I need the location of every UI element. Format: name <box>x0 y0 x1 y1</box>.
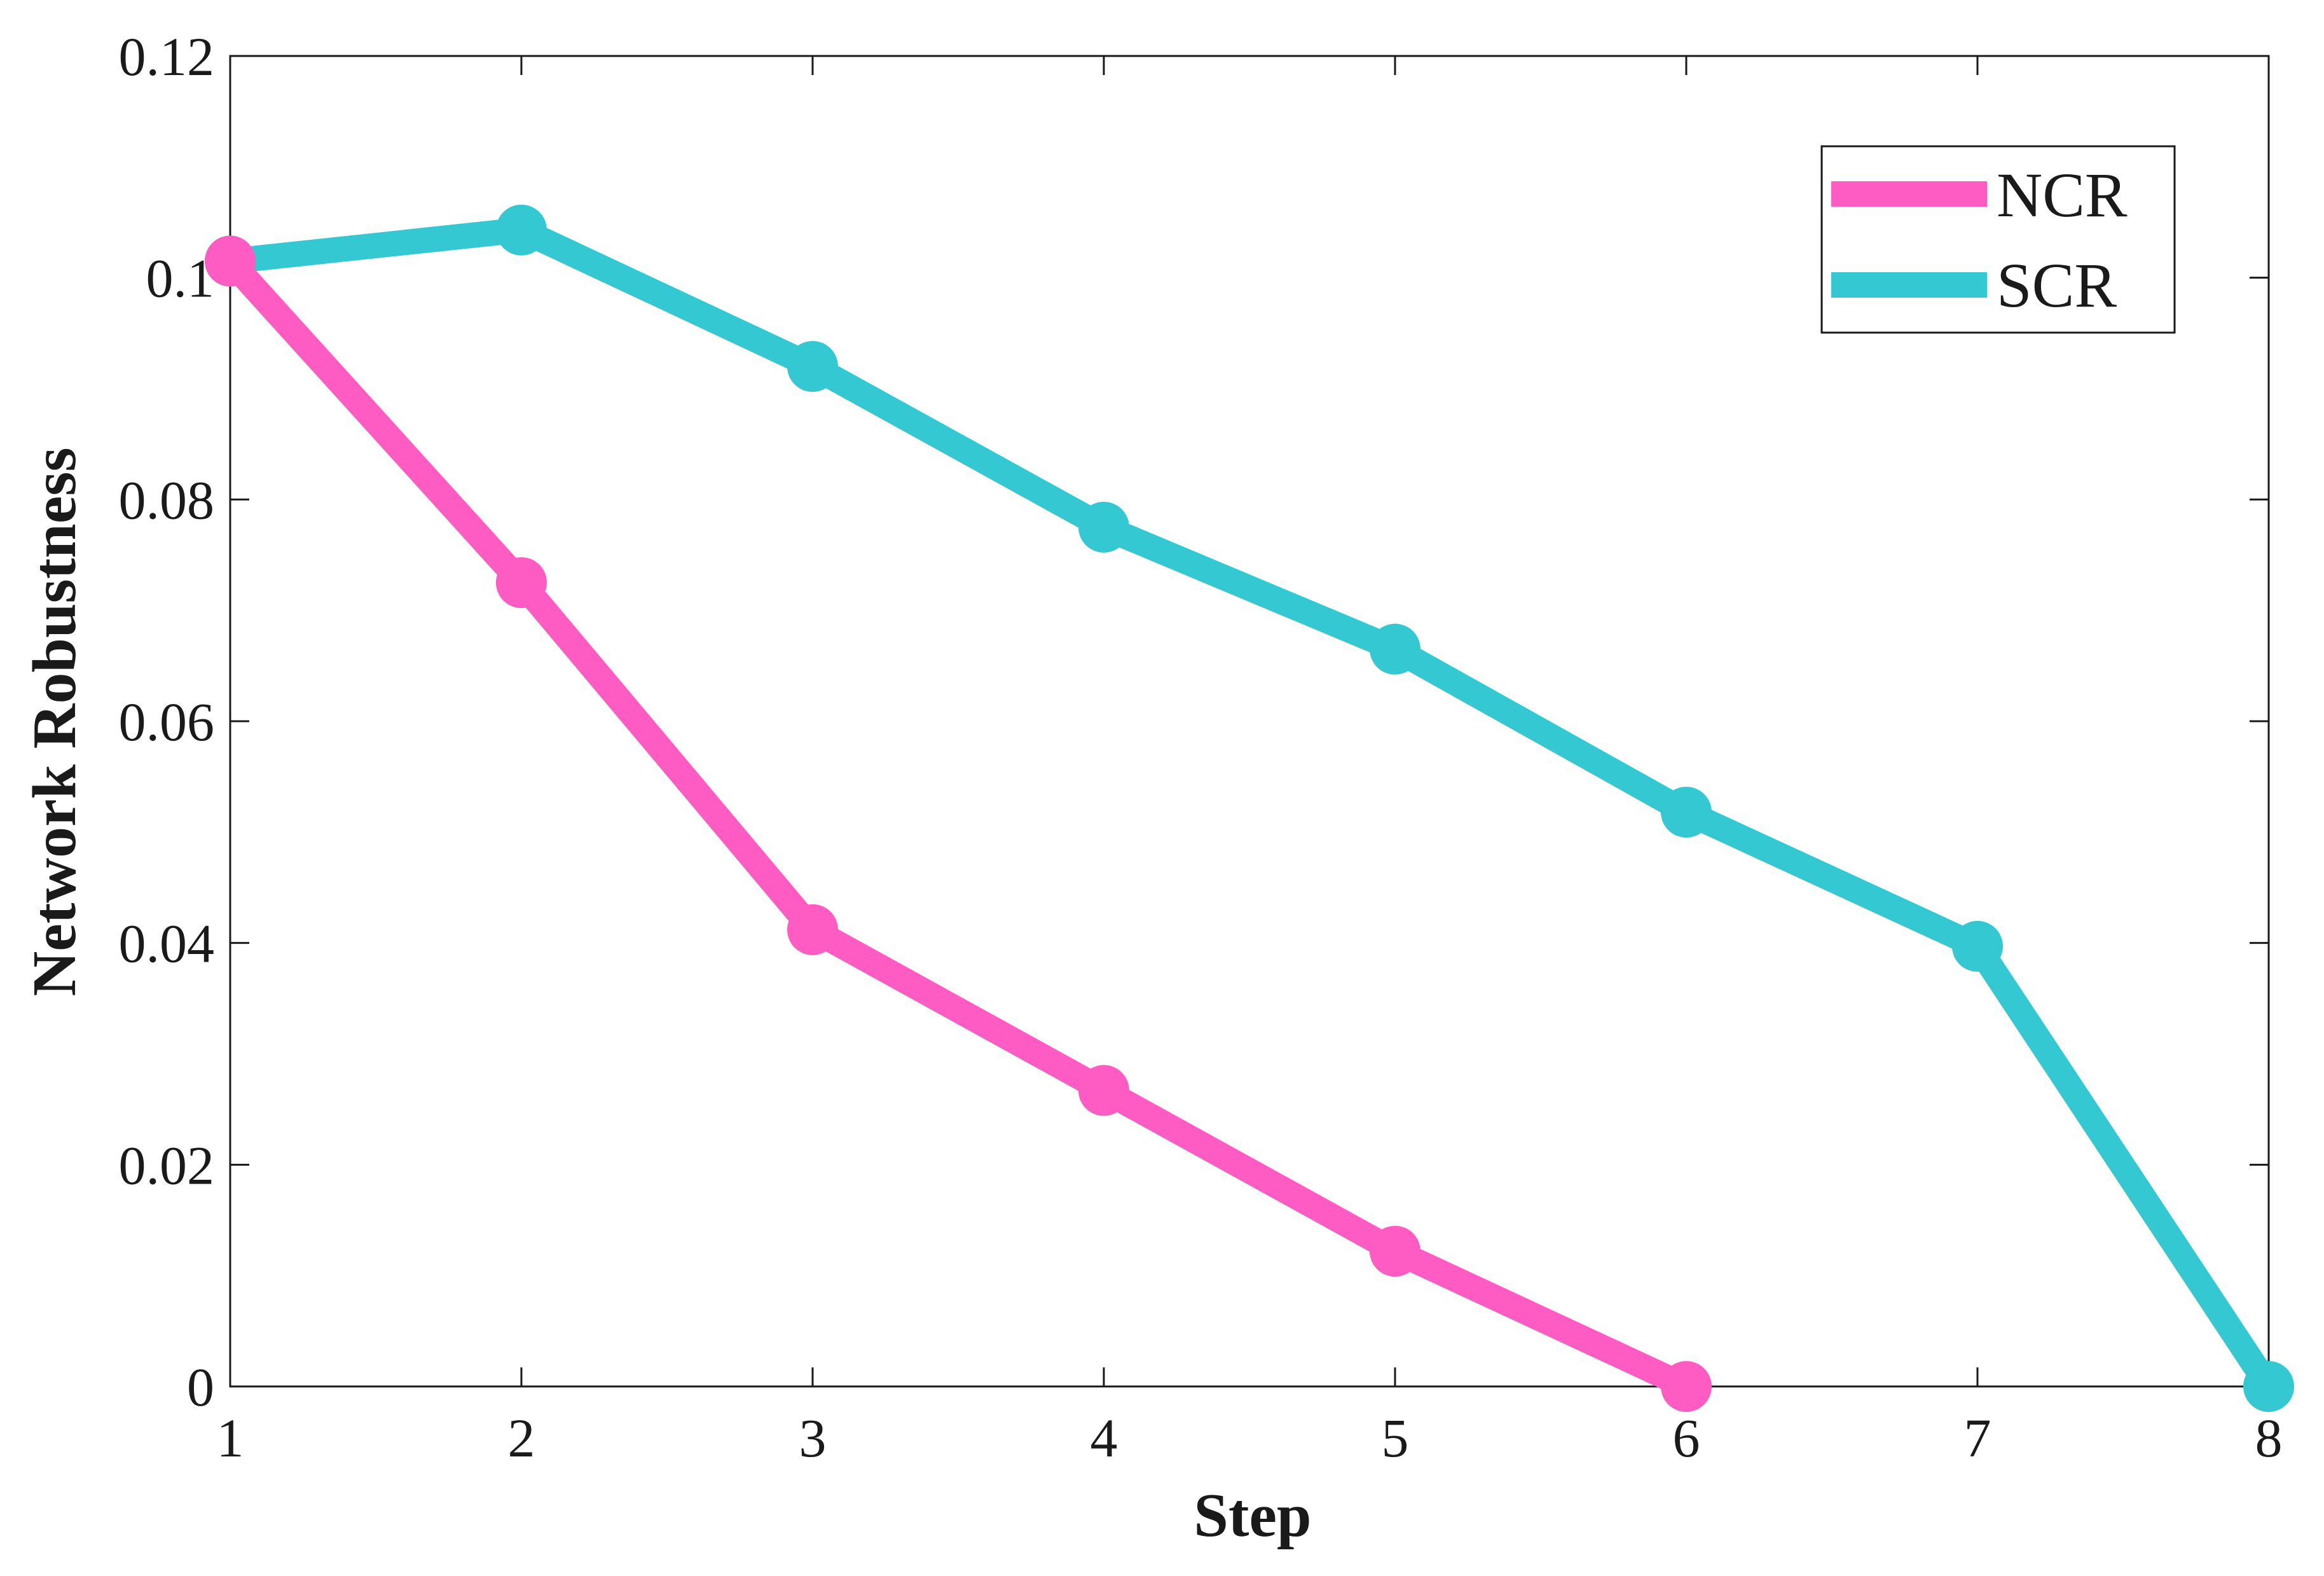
data-point-ncr <box>1370 1226 1420 1277</box>
x-tick-label: 1 <box>217 1407 244 1469</box>
y-tick-label: 0.04 <box>119 913 215 974</box>
series-line-scr <box>228 217 2279 1394</box>
legend-label-scr: SCR <box>1997 250 2117 321</box>
x-tick-label: 7 <box>1964 1407 1991 1469</box>
data-point-ncr <box>205 235 256 287</box>
data-point-scr <box>1370 623 1420 675</box>
data-point-scr <box>787 341 838 392</box>
x-tick-label: 5 <box>1382 1407 1409 1469</box>
y-axis-title: Network Robustness <box>20 447 89 996</box>
y-tick-label: 0.12 <box>119 26 215 87</box>
x-tick-label: 4 <box>1090 1407 1118 1469</box>
y-tick-label: 0.08 <box>119 469 215 530</box>
legend-label-ncr: NCR <box>1997 160 2128 230</box>
legend: NCR SCR <box>1820 145 2176 334</box>
x-tick-label: 3 <box>799 1407 827 1469</box>
series-layer <box>205 204 2294 1412</box>
y-tick-label: 0.1 <box>146 248 215 309</box>
x-axis-title: Step <box>1193 1481 1311 1550</box>
x-tick-label: 8 <box>2255 1407 2283 1469</box>
data-point-ncr <box>1661 1361 1712 1412</box>
data-point-ncr <box>787 904 838 955</box>
series-ncr <box>205 235 1712 1412</box>
x-tick-label: 2 <box>508 1407 535 1469</box>
y-axis: 0 0.02 0.04 0.06 0.08 0.1 0.12 <box>119 26 2269 1418</box>
y-tick-label: 0.06 <box>119 691 215 752</box>
y-tick-label: 0.02 <box>119 1135 215 1196</box>
data-point-ncr <box>1078 1065 1129 1116</box>
data-point-scr <box>2243 1361 2294 1412</box>
y-tick-label: 0 <box>187 1357 214 1418</box>
data-point-scr <box>1078 501 1129 553</box>
legend-box <box>1820 145 2176 334</box>
series-line-ncr <box>221 252 1692 1399</box>
series-scr <box>205 204 2294 1412</box>
data-point-scr <box>1661 786 1712 838</box>
data-point-scr <box>496 204 547 256</box>
x-tick-label: 6 <box>1673 1407 1700 1469</box>
data-point-ncr <box>496 557 547 609</box>
data-point-scr <box>1952 920 2003 972</box>
